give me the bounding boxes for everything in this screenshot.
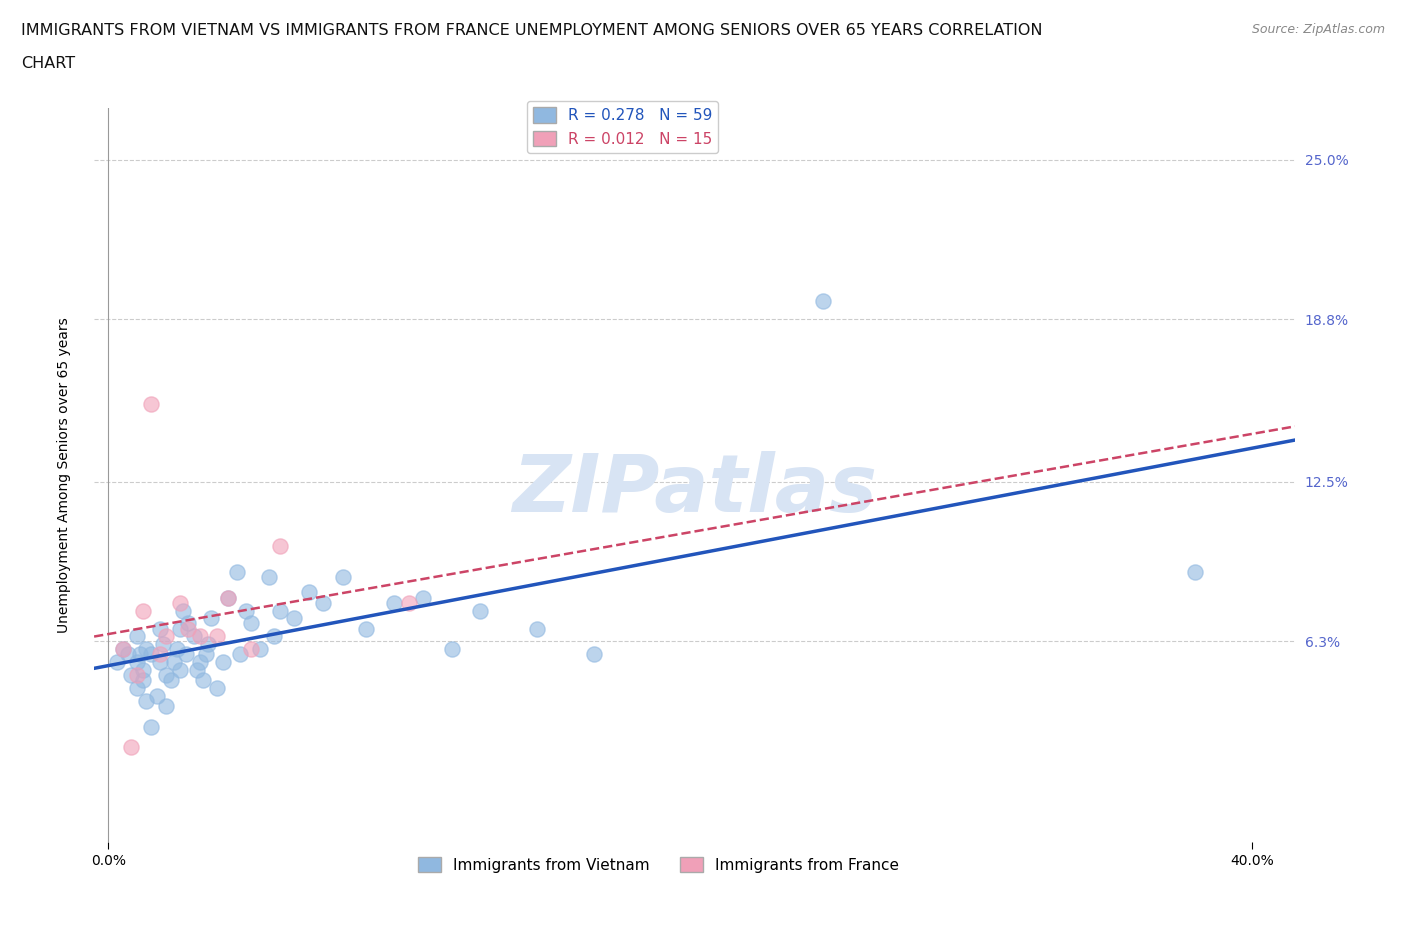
Point [226,565,249,579]
Point [111,642,134,657]
Point [117,647,139,662]
Point [141,647,163,662]
Point [125,681,148,696]
Point [211,655,233,670]
Point [174,647,197,662]
Point [235,603,257,618]
Point [131,603,153,618]
Point [125,655,148,670]
Point [160,672,183,687]
Point [218,591,240,605]
Point [141,719,163,734]
Point [332,569,354,584]
Point [229,647,252,662]
Point [120,668,142,683]
Point [149,647,172,662]
Text: IMMIGRANTS FROM VIETNAM VS IMMIGRANTS FROM FRANCE UNEMPLOYMENT AMONG SENIORS OVE: IMMIGRANTS FROM VIETNAM VS IMMIGRANTS FR… [21,23,1043,38]
Point [188,629,211,644]
Point [257,569,280,584]
Legend: Immigrants from Vietnam, Immigrants from France: Immigrants from Vietnam, Immigrants from… [412,851,905,879]
Y-axis label: Unemployment Among Seniors over 65 years: Unemployment Among Seniors over 65 years [58,317,72,633]
Point [125,629,148,644]
Point [131,672,153,687]
Text: ZIPatlas: ZIPatlas [512,451,877,529]
Point [155,629,177,644]
Point [194,647,217,662]
Point [354,621,377,636]
Point [188,655,211,670]
Point [398,595,420,610]
Point [440,642,463,657]
Point [169,662,191,677]
Point [1184,565,1206,579]
Point [149,621,172,636]
Point [249,642,271,657]
Point [149,655,172,670]
Point [155,698,177,713]
Point [105,655,128,670]
Point [186,662,208,677]
Point [125,668,148,683]
Point [200,611,222,626]
Point [205,681,228,696]
Point [468,603,491,618]
Point [128,647,150,662]
Point [382,595,405,610]
Point [197,637,219,652]
Point [141,397,163,412]
Point [583,647,606,662]
Text: CHART: CHART [21,56,75,71]
Point [111,642,134,657]
Text: Source: ZipAtlas.com: Source: ZipAtlas.com [1251,23,1385,36]
Point [191,672,214,687]
Point [177,616,200,631]
Point [152,637,174,652]
Point [811,294,834,309]
Point [169,621,191,636]
Point [205,629,228,644]
Point [269,603,291,618]
Point [135,693,157,708]
Point [183,629,205,644]
Point [526,621,548,636]
Point [263,629,285,644]
Point [135,642,157,657]
Point [146,688,169,703]
Point [412,591,434,605]
Point [166,642,188,657]
Point [120,739,142,754]
Point [269,538,291,553]
Point [283,611,305,626]
Point [240,642,263,657]
Point [155,668,177,683]
Point [177,621,200,636]
Point [172,603,194,618]
Point [240,616,263,631]
Point [131,662,153,677]
Point [163,655,186,670]
Point [312,595,335,610]
Point [169,595,191,610]
Point [218,591,240,605]
Point [297,585,319,600]
